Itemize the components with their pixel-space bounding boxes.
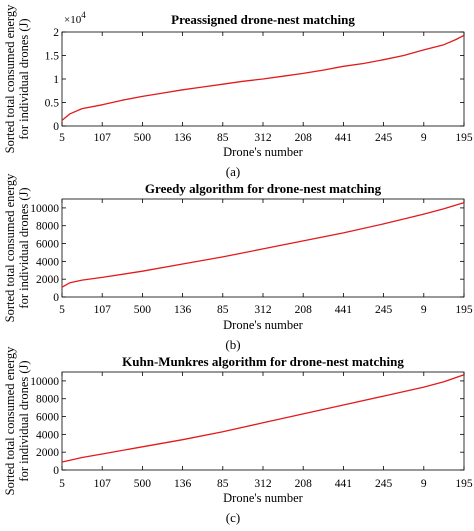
y-axis-label-line-1: Sorted total consumed energy [3,346,17,495]
x-tick-label: 136 [174,478,192,490]
x-tick-label: 441 [335,132,353,144]
panel-caption: (a) [226,164,240,179]
x-tick-label: 9 [421,478,427,490]
y-tick-label: 4000 [36,256,59,268]
x-tick-label: 5 [59,478,65,490]
x-tick-label: 9 [421,304,427,316]
x-tick-label: 208 [295,478,313,490]
y-tick-label: 6000 [36,412,59,424]
chart-panel-1: Preassigned drone-nest matching 0 0.5 1 1.5 2… [3,4,473,179]
y-multiplier: ×104 [64,10,86,26]
y-tick-label: 2 [53,27,59,39]
y-tick-label: 0 [53,121,59,133]
x-tick-label: 245 [375,304,393,316]
x-tick-label: 85 [217,478,229,490]
panel-caption: (b) [225,337,240,352]
y-tick-label: 8000 [36,221,59,233]
x-tick-label: 312 [254,304,272,316]
series-line-1 [61,374,465,463]
series-line-1 [61,201,465,288]
x-tick-label: 195 [455,132,473,144]
panel-caption: (c) [226,510,240,525]
x-tick-label: 500 [134,478,152,490]
y-tick-label: 2000 [36,447,59,459]
x-axis-label: Drone's number [223,318,304,332]
x-tick-label: 85 [217,304,229,316]
series-line-1 [61,34,465,121]
chart-panel-2: Greedy algorithm for drone-nest matching… [3,173,473,352]
x-tick-label: 136 [174,132,192,144]
x-tick-label: 312 [254,132,272,144]
y-tick-label: 10000 [30,376,59,388]
x-axis-label: Drone's number [223,145,304,159]
y-axis-label-line-2: for individual drones (J) [17,18,31,139]
y-tick-label: 0.5 [45,98,60,110]
x-tick-label: 9 [421,132,427,144]
y-tick-label: 0 [53,465,59,477]
y-tick-label: 1 [53,74,59,86]
x-tick-label: 208 [295,304,313,316]
x-tick-label: 441 [335,304,353,316]
chart-panel-3: Kuhn-Munkres algorithm for drone-nest ma… [3,346,473,525]
x-tick-label: 136 [174,304,192,316]
y-multiplier-base: ×10 [64,14,82,26]
x-tick-label: 208 [295,132,313,144]
plot-frame [61,198,465,298]
chart-title: Preassigned drone-nest matching [171,12,355,27]
y-tick-label: 2000 [36,274,59,286]
x-tick-label: 107 [94,132,112,144]
x-tick-label: 312 [254,478,272,490]
x-tick-label: 5 [59,132,65,144]
y-tick-label: 0 [53,292,59,304]
chart-title: Greedy algorithm for drone-nest matching [145,181,382,196]
y-axis-label-line-1: Sorted total consumed energy [3,173,17,322]
y-axis-label-line-2: for individual drones (J) [17,187,31,308]
y-axis-label-line-1: Sorted total consumed energy [3,4,17,153]
x-tick-label: 195 [455,478,473,490]
y-tick-label: 10000 [30,203,59,215]
y-multiplier-exponent: 4 [81,10,86,20]
plot-frame [61,371,465,471]
chart-title: Kuhn-Munkres algorithm for drone-nest ma… [122,354,404,369]
x-tick-label: 500 [134,304,152,316]
y-tick-label: 6000 [36,239,59,251]
x-tick-label: 5 [59,304,65,316]
y-tick-label: 1.5 [45,51,60,63]
y-tick-label: 8000 [36,394,59,406]
x-tick-label: 500 [134,132,152,144]
x-tick-label: 195 [455,304,473,316]
x-tick-label: 107 [94,478,112,490]
x-tick-label: 441 [335,478,353,490]
x-tick-label: 245 [375,478,393,490]
x-tick-label: 245 [375,132,393,144]
x-axis-label: Drone's number [223,491,304,505]
x-tick-label: 107 [94,304,112,316]
y-tick-label: 4000 [36,429,59,441]
x-tick-label: 85 [217,132,229,144]
y-axis-label-line-2: for individual drones (J) [17,360,31,481]
